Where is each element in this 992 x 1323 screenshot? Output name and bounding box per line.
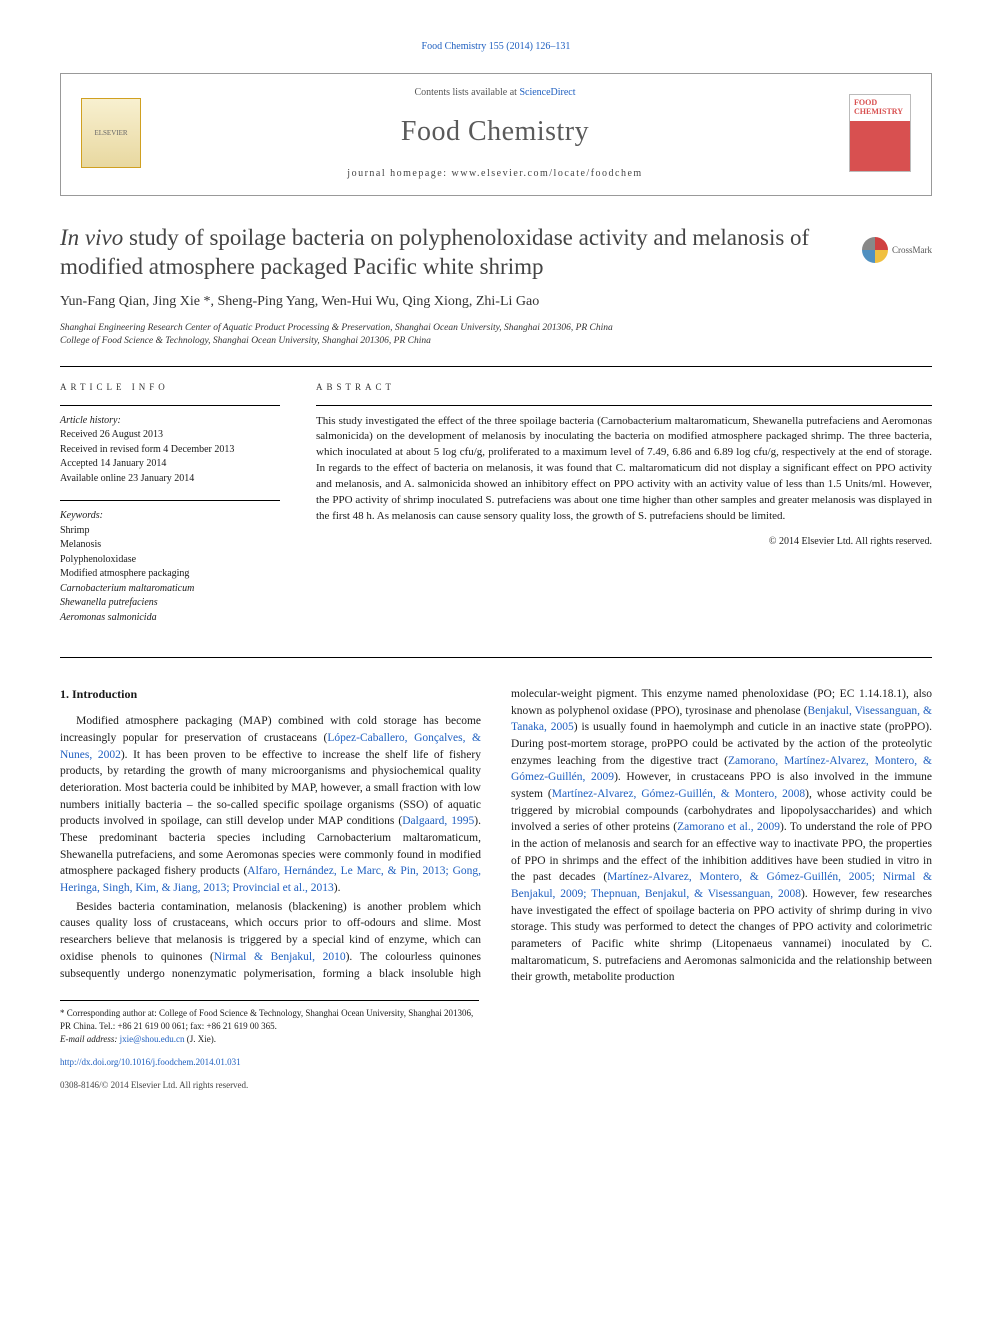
article-info-heading: ARTICLE INFO	[60, 381, 280, 394]
affiliation-2: College of Food Science & Technology, Sh…	[60, 335, 932, 348]
copyright-line: © 2014 Elsevier Ltd. All rights reserved…	[316, 535, 932, 550]
homepage-prefix: journal homepage:	[347, 168, 451, 179]
journal-header: ELSEVIER Contents lists available at Sci…	[60, 73, 932, 197]
authors-line: Yun-Fang Qian, Jing Xie *, Sheng-Ping Ya…	[60, 292, 932, 312]
text-run: ). However, few researches have investig…	[511, 888, 932, 983]
history-received: Received 26 August 2013	[60, 428, 280, 443]
elsevier-logo: ELSEVIER	[81, 98, 141, 168]
kw-rule	[60, 500, 280, 501]
title-rest: study of spoilage bacteria on polyphenol…	[60, 225, 809, 279]
keyword: Carnobacterium maltaromaticum	[60, 582, 280, 597]
mid-rule	[60, 657, 932, 658]
issn-line: 0308-8146/© 2014 Elsevier Ltd. All right…	[60, 1079, 932, 1092]
keyword: Aeromonas salmonicida	[60, 611, 280, 626]
abs-rule	[316, 405, 932, 406]
text-run: ).	[334, 882, 341, 894]
keywords-block: Keywords: Shrimp Melanosis Polyphenoloxi…	[60, 509, 280, 625]
journal-cover-thumb: FOOD CHEMISTRY	[849, 94, 911, 172]
keyword: Shrimp	[60, 524, 280, 539]
email-suffix: (J. Xie).	[184, 1034, 216, 1044]
intro-heading: 1. Introduction	[60, 686, 481, 703]
keyword: Shewanella putrefaciens	[60, 596, 280, 611]
homepage-line: journal homepage: www.elsevier.com/locat…	[159, 167, 831, 182]
title-italic-prefix: In vivo	[60, 225, 123, 250]
history-revised: Received in revised form 4 December 2013	[60, 443, 280, 458]
journal-name: Food Chemistry	[159, 112, 831, 153]
text-run: oxidise phenols to quinones (	[60, 951, 214, 963]
intro-paragraph-1: Modified atmosphere packaging (MAP) comb…	[60, 713, 481, 896]
history-accepted: Accepted 14 January 2014	[60, 457, 280, 472]
journal-reference: Food Chemistry 155 (2014) 126–131	[60, 40, 932, 55]
abstract-heading: ABSTRACT	[316, 381, 932, 394]
cover-image-area	[850, 121, 910, 171]
abstract-column: ABSTRACT This study investigated the eff…	[316, 381, 932, 639]
doi-line: http://dx.doi.org/10.1016/j.foodchem.201…	[60, 1056, 932, 1069]
contents-prefix: Contents lists available at	[414, 87, 519, 98]
keyword: Polyphenoloxidase	[60, 553, 280, 568]
crossmark-icon	[862, 237, 888, 263]
affiliation-1: Shanghai Engineering Research Center of …	[60, 322, 932, 335]
homepage-url[interactable]: www.elsevier.com/locate/foodchem	[452, 168, 643, 179]
citation-link[interactable]: Dalgaard, 1995	[402, 815, 474, 827]
contents-line: Contents lists available at ScienceDirec…	[159, 86, 831, 101]
citation-link[interactable]: Martínez-Alvarez, Gómez-Guillén, & Monte…	[552, 788, 805, 800]
footnotes: * Corresponding author at: College of Fo…	[60, 1000, 479, 1046]
keyword: Melanosis	[60, 538, 280, 553]
article-title: In vivo study of spoilage bacteria on po…	[60, 224, 842, 282]
crossmark-label: CrossMark	[892, 244, 932, 257]
email-label: E-mail address:	[60, 1034, 120, 1044]
citation-link[interactable]: Zamorano et al., 2009	[677, 821, 780, 833]
article-info-column: ARTICLE INFO Article history: Received 2…	[60, 381, 280, 639]
keyword: Modified atmosphere packaging	[60, 567, 280, 582]
info-rule	[60, 405, 280, 406]
text-run: Besides bacteria contamination, melanosi…	[60, 901, 481, 946]
history-online: Available online 23 January 2014	[60, 472, 280, 487]
article-history: Article history: Received 26 August 2013…	[60, 414, 280, 487]
email-line: E-mail address: jxie@shou.edu.cn (J. Xie…	[60, 1033, 479, 1046]
history-heading: Article history:	[60, 414, 280, 429]
sciencedirect-link[interactable]: ScienceDirect	[519, 87, 575, 98]
title-row: In vivo study of spoilage bacteria on po…	[60, 224, 932, 282]
info-abstract-row: ARTICLE INFO Article history: Received 2…	[60, 367, 932, 657]
affiliations: Shanghai Engineering Research Center of …	[60, 322, 932, 349]
email-link[interactable]: jxie@shou.edu.cn	[120, 1034, 185, 1044]
cover-title: FOOD CHEMISTRY	[850, 95, 910, 121]
doi-link[interactable]: http://dx.doi.org/10.1016/j.foodchem.201…	[60, 1057, 241, 1067]
corresponding-author-note: * Corresponding author at: College of Fo…	[60, 1007, 479, 1033]
keywords-heading: Keywords:	[60, 509, 280, 524]
crossmark-badge[interactable]: CrossMark	[862, 230, 932, 270]
body-columns: 1. Introduction Modified atmosphere pack…	[60, 686, 932, 986]
citation-link[interactable]: Nirmal & Benjakul, 2010	[214, 951, 346, 963]
abstract-text: This study investigated the effect of th…	[316, 414, 932, 526]
header-center: Contents lists available at ScienceDirec…	[159, 86, 831, 182]
